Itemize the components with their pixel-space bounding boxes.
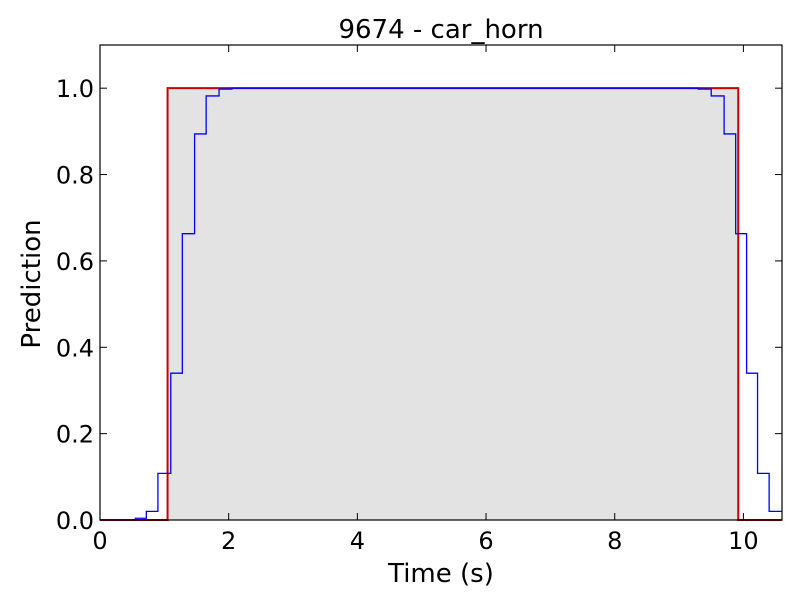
x-tick-label: 0 (92, 527, 107, 555)
x-tick-label: 6 (478, 527, 493, 555)
x-tick-label: 10 (728, 527, 759, 555)
y-tick-label: 0.2 (56, 421, 94, 449)
y-tick-label: 0.6 (56, 248, 94, 276)
x-tick-label: 4 (350, 527, 365, 555)
x-axis-label: Time (s) (387, 559, 494, 589)
chart-title: 9674 - car_horn (338, 15, 543, 45)
y-tick-label: 0.4 (56, 334, 94, 362)
y-tick-label: 1.0 (56, 75, 94, 103)
plot-frame (99, 44, 783, 521)
y-axis-label: Prediction (17, 219, 47, 348)
y-tick-label: 0.8 (56, 162, 94, 190)
annotated-region (167, 88, 739, 520)
y-tick-label: 0.0 (56, 507, 94, 535)
x-tick-label: 8 (607, 527, 622, 555)
plot-area (167, 88, 739, 520)
axis-ticks: 0 2 4 6 8 10 0.0 0.2 0.4 0.6 0.8 1.0 (56, 45, 782, 555)
x-tick-label: 2 (221, 527, 236, 555)
series-line-2 (100, 87, 782, 521)
